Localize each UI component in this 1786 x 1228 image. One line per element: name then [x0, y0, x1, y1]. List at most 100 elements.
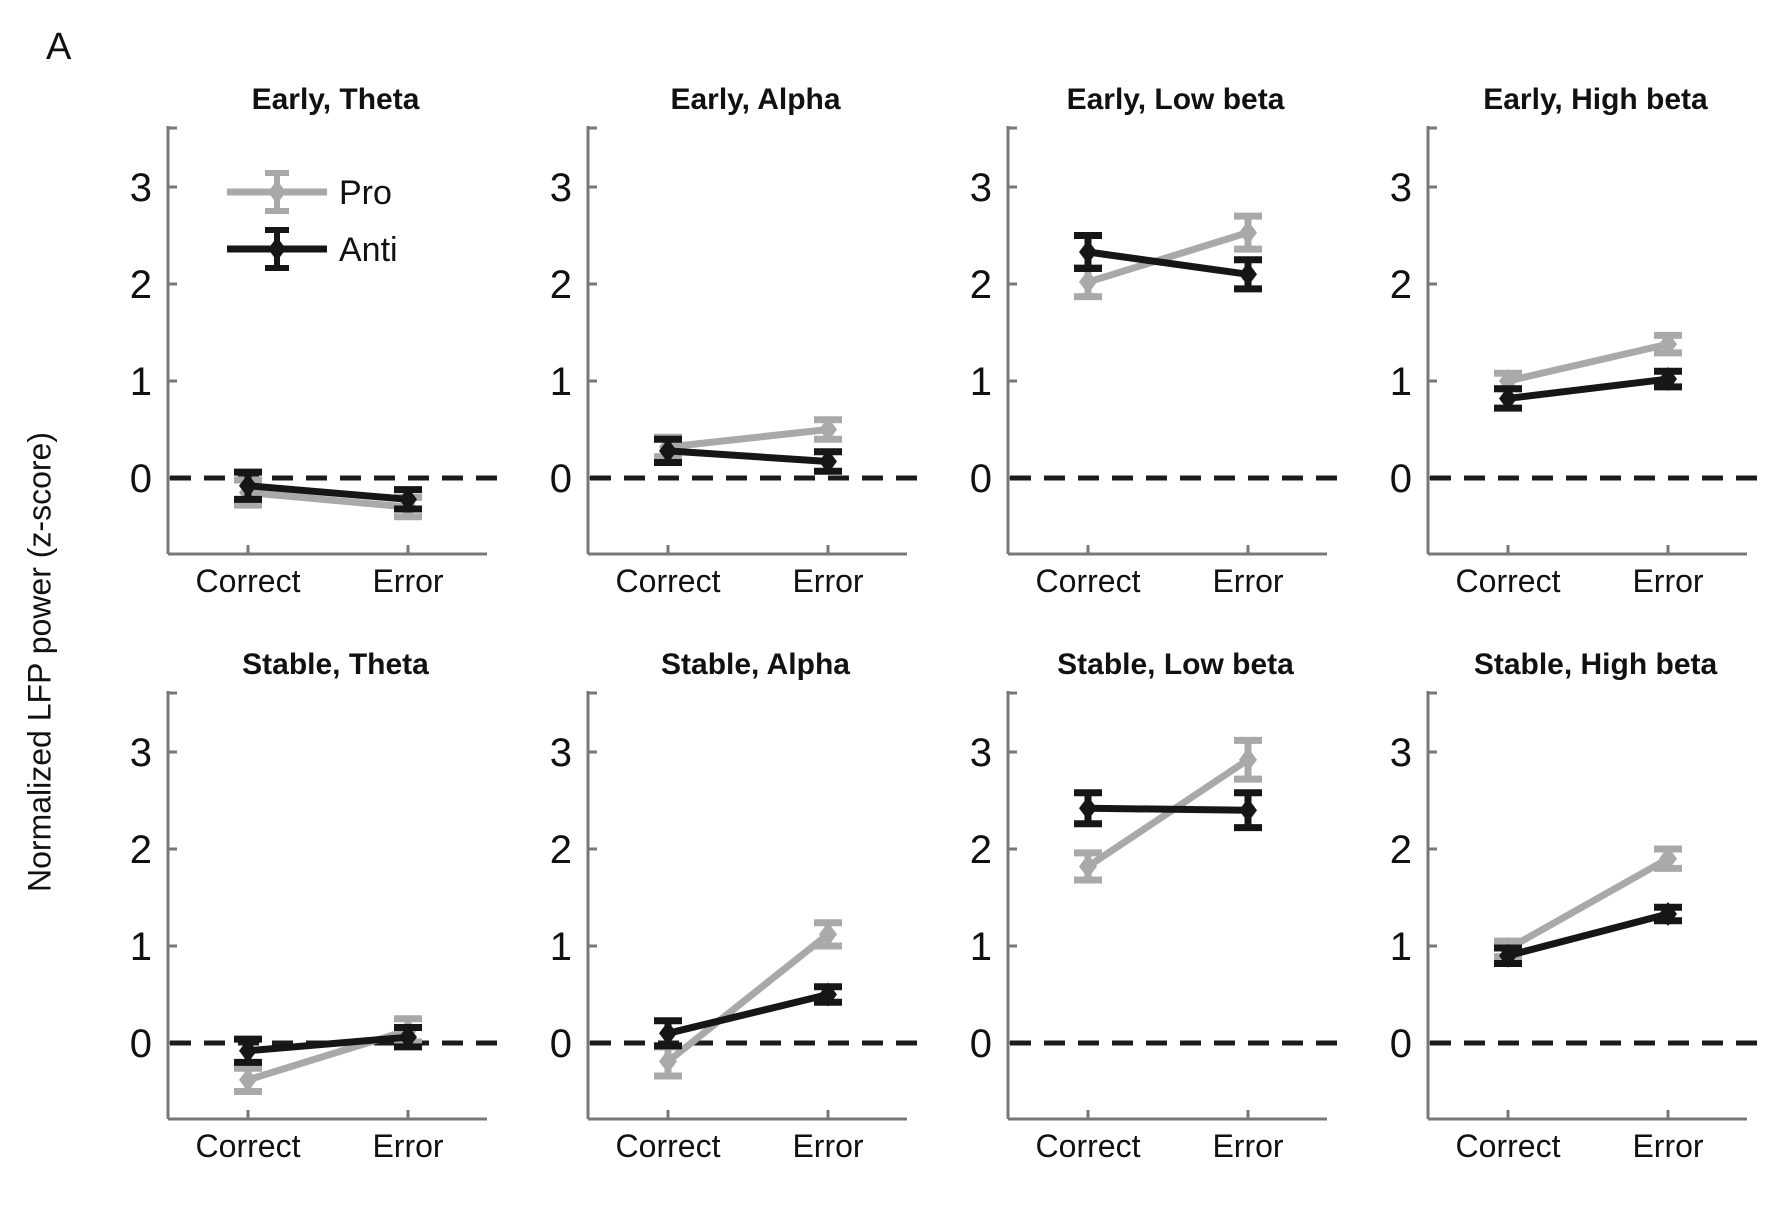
panel-title: Stable, Low beta: [1057, 648, 1294, 681]
panel-title: Early, Theta: [251, 83, 420, 116]
svg-text:0: 0: [130, 457, 152, 501]
panel-title: Stable, High beta: [1473, 648, 1718, 681]
svg-text:3: 3: [550, 731, 572, 775]
svg-text:0: 0: [130, 1022, 152, 1066]
axes: [586, 691, 907, 1121]
panel-early-alpha: Early, Alpha 0 1 2 3 Correct Error: [503, 80, 923, 625]
anti-series: [1074, 789, 1262, 832]
svg-text:Error: Error: [1632, 1128, 1703, 1164]
plot-stable-low-beta: 0 1 2 3 Correct Error: [970, 691, 1343, 1164]
svg-text:3: 3: [550, 166, 572, 210]
panel-stable-high-beta: Stable, High beta 0 1 2 3 Correct Error: [1343, 645, 1763, 1190]
svg-text:1: 1: [1390, 360, 1412, 404]
pro-series: [1494, 845, 1682, 961]
svg-text:Correct: Correct: [1036, 1128, 1141, 1164]
svg-text:0: 0: [550, 1022, 572, 1066]
y-tick-labels: 0 1 2 3: [130, 731, 152, 1066]
svg-text:1: 1: [130, 360, 152, 404]
panel-title: Stable, Alpha: [661, 648, 850, 681]
svg-text:2: 2: [1390, 828, 1412, 872]
svg-text:3: 3: [1390, 166, 1412, 210]
panel-stable-low-beta: Stable, Low beta 0 1 2 3 Correct Error: [923, 645, 1343, 1190]
pro-series: [1074, 212, 1262, 301]
legend: Pro Anti: [227, 170, 398, 271]
panel-title: Early, High beta: [1483, 83, 1708, 116]
plot-early-low-beta: 0 1 2 3 Correct Error: [970, 126, 1343, 599]
svg-text:0: 0: [1390, 457, 1412, 501]
anti-series: [654, 982, 842, 1050]
anti-series: [1494, 367, 1682, 412]
panel-title: Early, Low beta: [1066, 83, 1285, 116]
x-tick-labels: Correct Error: [1456, 1128, 1704, 1164]
plot-early-high-beta: 0 1 2 3 Correct Error: [1390, 126, 1763, 599]
svg-text:Error: Error: [372, 1128, 443, 1164]
plot-stable-theta: 0 1 2 3 Correct Error: [130, 691, 503, 1164]
y-tick-labels: 0 1 2 3: [970, 731, 992, 1066]
axes: [166, 126, 487, 556]
figure-letter: A: [46, 26, 72, 68]
panel-title: Early, Alpha: [670, 83, 841, 116]
x-tick-labels: Correct Error: [1036, 563, 1284, 599]
svg-text:1: 1: [130, 925, 152, 969]
svg-text:1: 1: [550, 925, 572, 969]
svg-text:3: 3: [1390, 731, 1412, 775]
y-tick-labels: 0 1 2 3: [130, 166, 152, 501]
legend-label-pro: Pro: [339, 174, 392, 212]
svg-text:3: 3: [130, 166, 152, 210]
y-tick-labels: 0 1 2 3: [970, 166, 992, 501]
axes: [586, 126, 907, 556]
x-tick-labels: Correct Error: [616, 563, 864, 599]
plot-stable-high-beta: 0 1 2 3 Correct Error: [1390, 691, 1763, 1164]
svg-text:Correct: Correct: [196, 563, 301, 599]
svg-text:0: 0: [550, 457, 572, 501]
svg-text:3: 3: [970, 731, 992, 775]
axes: [1426, 126, 1747, 556]
y-tick-labels: 0 1 2 3: [550, 166, 572, 501]
svg-text:2: 2: [130, 828, 152, 872]
anti-series: [654, 435, 842, 475]
panel-early-high-beta: Early, High beta 0 1 2 3 Correct Error: [1343, 80, 1763, 625]
y-axis-label: Normalized LFP power (z-score): [21, 432, 58, 892]
svg-text:Error: Error: [792, 563, 863, 599]
svg-text:2: 2: [970, 263, 992, 307]
panel-stable-alpha: Stable, Alpha 0 1 2 3 Correct Error: [503, 645, 923, 1190]
svg-text:Error: Error: [1632, 563, 1703, 599]
svg-text:3: 3: [130, 731, 152, 775]
plot-early-theta: 0 1 2 3 Correct Error Pro Anti: [130, 126, 503, 599]
svg-text:Correct: Correct: [616, 563, 721, 599]
svg-text:1: 1: [970, 925, 992, 969]
svg-text:Correct: Correct: [1456, 563, 1561, 599]
x-tick-labels: Correct Error: [1456, 563, 1704, 599]
pro-series: [654, 919, 842, 1080]
axes: [1426, 691, 1747, 1121]
svg-text:Correct: Correct: [196, 1128, 301, 1164]
axes: [1006, 126, 1327, 556]
pro-series: [1074, 736, 1262, 884]
svg-text:2: 2: [550, 263, 572, 307]
svg-text:0: 0: [1390, 1022, 1412, 1066]
svg-text:1: 1: [550, 360, 572, 404]
svg-text:Error: Error: [1212, 563, 1283, 599]
y-tick-labels: 0 1 2 3: [1390, 731, 1412, 1066]
plot-early-alpha: 0 1 2 3 Correct Error: [550, 126, 923, 599]
svg-text:3: 3: [970, 166, 992, 210]
x-tick-labels: Correct Error: [196, 563, 444, 599]
anti-series: [234, 468, 422, 513]
panel-title: Stable, Theta: [242, 648, 429, 681]
pro-series: [234, 1015, 422, 1095]
panel-early-theta: Early, Theta 0 1 2 3 Correct Error Pro Anti: [83, 80, 503, 625]
panel-stable-theta: Stable, Theta 0 1 2 3 Correct Error: [83, 645, 503, 1190]
svg-text:0: 0: [970, 1022, 992, 1066]
svg-text:Error: Error: [792, 1128, 863, 1164]
axes: [166, 691, 487, 1121]
svg-text:2: 2: [970, 828, 992, 872]
plot-stable-alpha: 0 1 2 3 Correct Error: [550, 691, 923, 1164]
anti-series: [1494, 901, 1682, 968]
x-tick-labels: Correct Error: [616, 1128, 864, 1164]
svg-text:Correct: Correct: [1456, 1128, 1561, 1164]
x-tick-labels: Correct Error: [1036, 1128, 1284, 1164]
svg-text:0: 0: [970, 457, 992, 501]
svg-text:2: 2: [1390, 263, 1412, 307]
svg-text:2: 2: [550, 828, 572, 872]
legend-label-anti: Anti: [339, 231, 398, 269]
